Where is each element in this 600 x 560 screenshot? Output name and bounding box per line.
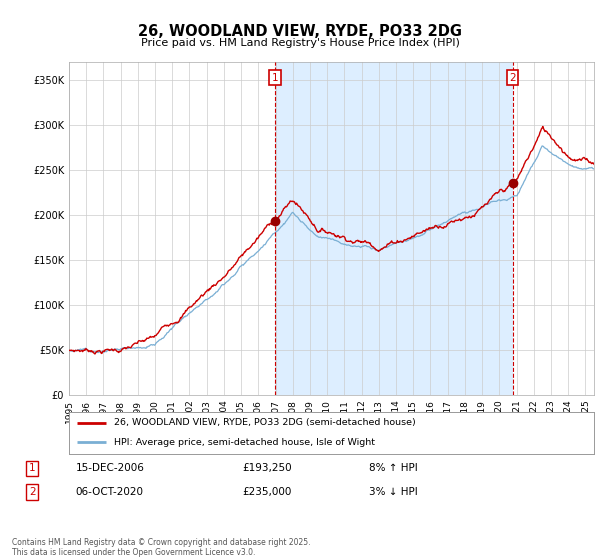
Text: 15-DEC-2006: 15-DEC-2006 <box>76 464 144 473</box>
Text: 06-OCT-2020: 06-OCT-2020 <box>76 487 143 497</box>
Text: 1: 1 <box>29 464 35 473</box>
Text: £193,250: £193,250 <box>242 464 292 473</box>
Text: £235,000: £235,000 <box>242 487 292 497</box>
Text: 26, WOODLAND VIEW, RYDE, PO33 2DG (semi-detached house): 26, WOODLAND VIEW, RYDE, PO33 2DG (semi-… <box>113 418 415 427</box>
Text: Price paid vs. HM Land Registry's House Price Index (HPI): Price paid vs. HM Land Registry's House … <box>140 38 460 48</box>
Text: 1: 1 <box>272 73 278 83</box>
Text: 3% ↓ HPI: 3% ↓ HPI <box>369 487 418 497</box>
Text: 2: 2 <box>509 73 516 83</box>
Text: 8% ↑ HPI: 8% ↑ HPI <box>369 464 418 473</box>
Text: 2: 2 <box>29 487 35 497</box>
Text: Contains HM Land Registry data © Crown copyright and database right 2025.
This d: Contains HM Land Registry data © Crown c… <box>12 538 311 557</box>
Text: HPI: Average price, semi-detached house, Isle of Wight: HPI: Average price, semi-detached house,… <box>113 438 374 447</box>
Bar <box>275 62 512 395</box>
Text: 26, WOODLAND VIEW, RYDE, PO33 2DG: 26, WOODLAND VIEW, RYDE, PO33 2DG <box>138 24 462 39</box>
